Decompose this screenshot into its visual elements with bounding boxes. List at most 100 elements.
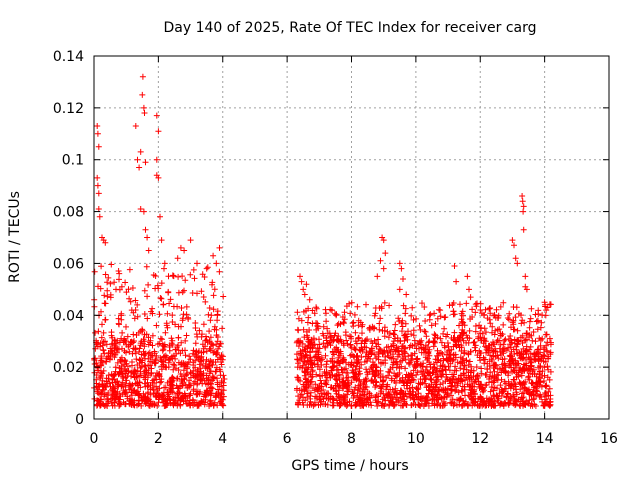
data-point-marker — [192, 340, 199, 347]
data-point-marker — [299, 364, 306, 371]
data-point-marker — [137, 206, 144, 212]
data-point-marker — [405, 353, 412, 360]
data-point-marker — [174, 344, 181, 350]
data-point-marker — [507, 361, 514, 368]
data-point-marker — [145, 341, 152, 348]
data-point-marker — [99, 370, 106, 377]
data-point-marker — [339, 314, 346, 320]
data-point-marker — [487, 369, 494, 376]
data-point-marker — [202, 298, 209, 305]
data-point-marker — [334, 322, 341, 329]
data-point-marker — [171, 362, 178, 369]
data-point-marker — [140, 348, 147, 355]
data-point-marker — [373, 340, 379, 347]
data-point-marker — [501, 385, 508, 392]
data-point-marker — [142, 400, 149, 407]
data-point-marker — [208, 312, 215, 319]
data-point-marker — [353, 401, 360, 408]
data-point-marker — [170, 303, 177, 310]
data-point-marker — [485, 347, 491, 354]
data-point-marker — [174, 384, 181, 391]
data-point-marker — [454, 402, 460, 409]
data-point-marker — [149, 332, 156, 339]
data-point-marker — [540, 352, 547, 358]
data-point-marker — [395, 348, 402, 355]
data-point-marker — [417, 326, 424, 333]
data-point-marker — [216, 354, 223, 361]
data-point-marker — [296, 357, 303, 364]
data-point-marker — [485, 400, 492, 407]
x-tick-label: 4 — [218, 431, 227, 447]
data-point-marker — [391, 331, 398, 338]
data-point-marker — [526, 324, 533, 331]
data-point-marker — [174, 255, 181, 262]
data-point-marker — [140, 390, 147, 397]
data-point-marker — [175, 334, 182, 341]
x-axis-label: GPS time / hours — [291, 458, 408, 474]
data-point-marker — [303, 387, 310, 394]
data-point-marker — [546, 385, 553, 392]
data-point-marker — [355, 377, 362, 384]
data-point-marker — [507, 398, 514, 404]
data-point-marker — [157, 295, 164, 301]
data-point-marker — [537, 342, 544, 349]
data-point-marker — [519, 395, 525, 401]
data-point-marker — [476, 322, 483, 329]
data-point-marker — [463, 332, 470, 339]
data-point-marker — [129, 362, 135, 369]
data-point-marker — [102, 271, 109, 278]
data-point-marker — [511, 400, 518, 406]
data-point-marker — [374, 273, 381, 280]
x-tick-label: 8 — [347, 431, 356, 447]
data-point-marker — [300, 326, 307, 333]
data-point-marker — [130, 331, 137, 338]
data-point-marker — [139, 357, 146, 364]
data-point-marker — [398, 363, 405, 370]
data-point-marker — [523, 286, 530, 293]
data-point-marker — [139, 91, 146, 98]
data-point-marker — [466, 358, 473, 365]
data-point-marker — [418, 349, 425, 356]
data-point-marker — [108, 261, 115, 268]
data-point-marker — [312, 393, 319, 400]
data-point-marker — [177, 397, 184, 404]
data-point-marker — [425, 350, 432, 357]
data-point-marker — [294, 401, 301, 408]
data-point-marker — [450, 308, 457, 315]
data-point-marker — [330, 402, 337, 409]
data-point-marker — [546, 335, 553, 342]
data-point-marker — [101, 350, 108, 357]
data-point-marker — [183, 364, 190, 370]
data-point-marker — [544, 374, 551, 381]
data-point-marker — [327, 342, 334, 349]
data-point-marker — [161, 265, 167, 272]
data-point-marker — [428, 377, 435, 383]
data-point-marker — [165, 356, 172, 363]
data-point-marker — [521, 367, 528, 374]
data-point-marker — [473, 364, 480, 370]
data-point-marker — [341, 397, 348, 404]
data-point-marker — [163, 322, 170, 329]
data-point-marker — [304, 369, 311, 375]
data-point-marker — [142, 383, 149, 390]
data-point-marker — [539, 368, 546, 375]
data-point-marker — [323, 377, 330, 384]
data-point-marker — [332, 330, 339, 337]
y-tick-label: 0.12 — [53, 101, 84, 117]
data-point-marker — [501, 399, 508, 406]
data-point-marker — [314, 357, 321, 364]
data-point-marker — [324, 330, 331, 337]
data-point-marker — [205, 381, 211, 388]
data-point-marker — [335, 333, 342, 340]
data-point-marker — [294, 385, 300, 392]
data-point-marker — [495, 355, 502, 362]
data-point-marker — [419, 395, 426, 402]
data-point-marker — [434, 391, 441, 398]
data-point-marker — [534, 318, 541, 325]
data-point-marker — [437, 363, 444, 369]
data-point-marker — [405, 373, 411, 380]
data-point-marker — [308, 336, 315, 343]
data-point-marker — [519, 198, 526, 205]
data-point-marker — [512, 255, 519, 262]
data-point-marker — [317, 401, 324, 408]
